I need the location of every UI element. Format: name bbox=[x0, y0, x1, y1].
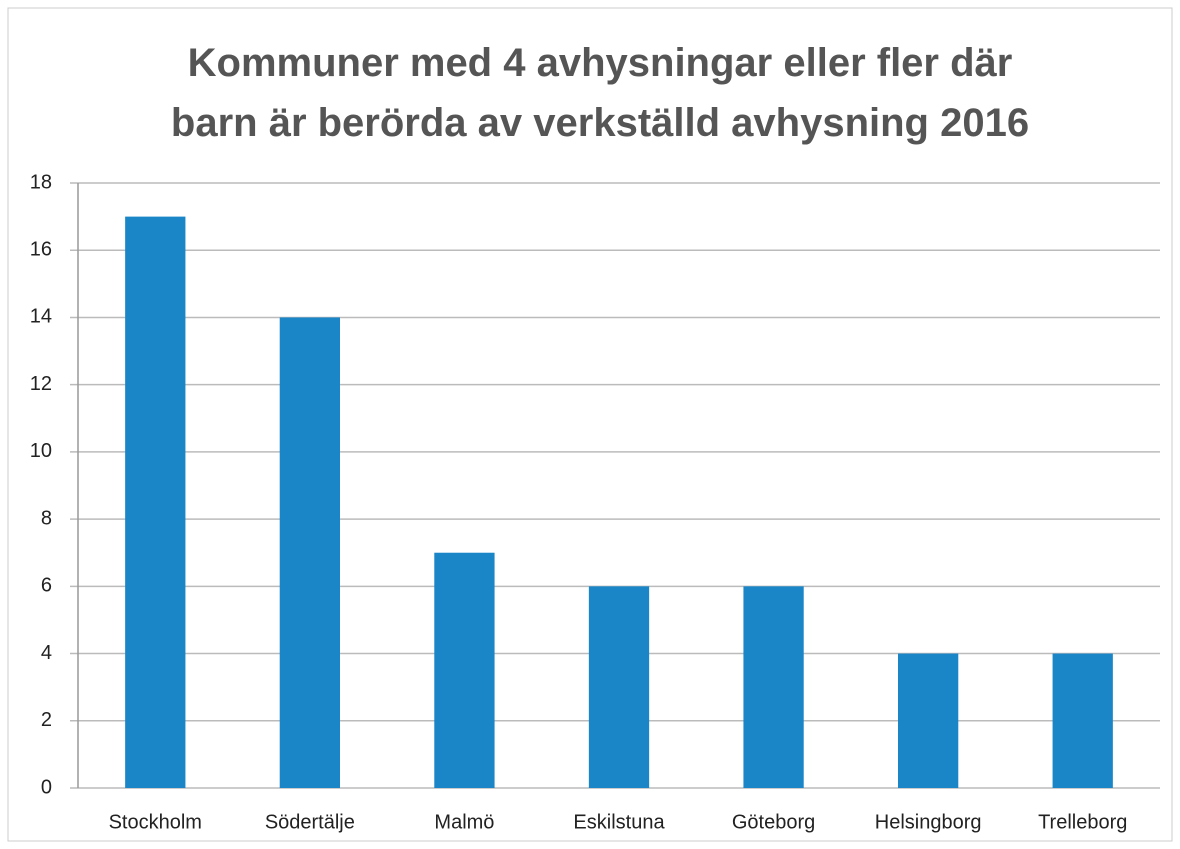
y-tick-label: 12 bbox=[30, 373, 52, 395]
y-tick-label: 18 bbox=[30, 171, 52, 193]
bar bbox=[434, 552, 495, 788]
x-tick-label: Södertälje bbox=[265, 811, 355, 833]
bar bbox=[279, 317, 340, 788]
x-tick-label: Helsingborg bbox=[875, 811, 982, 833]
x-tick-label: Trelleborg bbox=[1038, 811, 1127, 833]
x-tick-label: Malmö bbox=[434, 811, 494, 833]
y-tick-label: 4 bbox=[41, 642, 52, 664]
title-line: barn är berörda av verkställd avhysning … bbox=[171, 101, 1029, 145]
bar bbox=[125, 216, 186, 789]
x-tick-label: Göteborg bbox=[732, 811, 815, 833]
x-tick-label: Eskilstuna bbox=[573, 811, 665, 833]
x-tick-label: Stockholm bbox=[109, 811, 202, 833]
bar bbox=[588, 586, 650, 788]
frame bbox=[7, 7, 1173, 842]
y-tick-label: 6 bbox=[41, 575, 52, 597]
y-tick-label: 8 bbox=[41, 507, 52, 529]
y-tick-label: 0 bbox=[41, 776, 52, 798]
y-tick-label: 2 bbox=[41, 709, 52, 731]
bar bbox=[1052, 653, 1113, 788]
title-line: Kommuner med 4 avhysningar eller fler dä… bbox=[188, 41, 1013, 85]
y-tick-label: 16 bbox=[30, 239, 52, 261]
y-tick-label: 14 bbox=[30, 306, 52, 328]
y-tick-label: 10 bbox=[30, 440, 52, 462]
bar bbox=[898, 653, 959, 788]
bar bbox=[743, 586, 804, 788]
chart-title: Kommuner med 4 avhysningar eller fler dä… bbox=[171, 41, 1029, 145]
